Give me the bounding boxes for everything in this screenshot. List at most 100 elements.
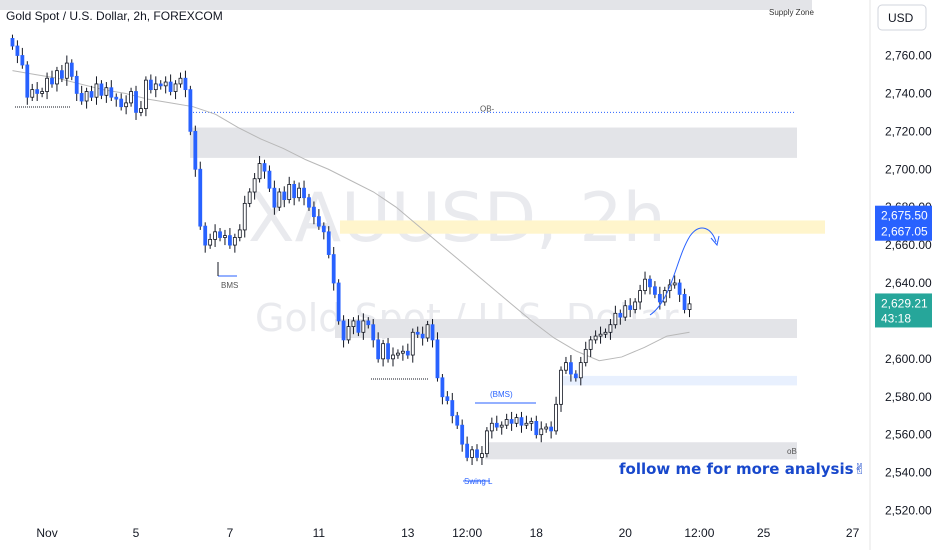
candle-body <box>247 191 252 204</box>
candle-body <box>158 83 163 87</box>
zones-layer <box>0 0 825 460</box>
candles-layer <box>10 34 692 465</box>
y-tick-label: 2,580.00 <box>885 390 932 404</box>
candle-body <box>381 343 386 360</box>
candle-body <box>262 163 267 172</box>
candle-body <box>50 77 54 85</box>
candle-body <box>193 130 198 170</box>
candle-body <box>307 197 311 208</box>
candle-body <box>272 187 277 208</box>
candle-body <box>529 420 534 424</box>
candle-body <box>282 191 287 200</box>
x-tick-label: 5 <box>133 526 140 540</box>
candle-body <box>391 354 395 360</box>
y-tick-label: 2,660.00 <box>885 238 932 252</box>
candle-body <box>559 369 563 405</box>
y-tick-label: 2,600.00 <box>885 352 932 366</box>
candle-body <box>430 324 435 341</box>
projection-arrow <box>649 227 717 316</box>
candle-body <box>237 229 242 238</box>
y-tick-label: 2,760.00 <box>885 49 932 63</box>
moving-average-line <box>12 70 690 362</box>
candle-body <box>25 64 30 98</box>
candle-body <box>638 290 642 303</box>
candle-body <box>524 422 529 426</box>
candle-body <box>554 403 558 432</box>
candle-body <box>475 449 479 458</box>
price-tag-current: 2,629.21 <box>881 296 928 310</box>
x-tick-label: 18 <box>530 526 544 540</box>
candle-body <box>415 331 420 335</box>
candle-body <box>20 55 25 66</box>
price-tag-countdown: 43:18 <box>881 311 911 325</box>
candle-body <box>257 163 262 180</box>
y-tick-label: 2,720.00 <box>885 124 932 138</box>
candle-body <box>326 231 331 255</box>
candle-body <box>321 225 326 233</box>
candle-body <box>470 449 474 458</box>
candle-body <box>618 312 623 318</box>
candle-body <box>218 231 222 238</box>
price-axis[interactable]: 2,520.00 2,540.00 2,560.00 2,580.00 2,600.00… <box>885 49 932 518</box>
candle-body <box>633 301 638 310</box>
candle-body <box>588 339 593 350</box>
candle-body <box>267 170 272 189</box>
candle-body <box>593 335 598 341</box>
candle-body <box>376 339 381 360</box>
candle-body <box>628 305 633 310</box>
candle-body <box>331 254 336 284</box>
candle-body <box>30 89 35 98</box>
candle-body <box>405 350 410 356</box>
candle-body <box>509 419 514 424</box>
candle-body <box>35 89 40 94</box>
candle-body <box>292 184 297 199</box>
y-tick-label: 2,700.00 <box>885 162 932 176</box>
candle-body <box>55 70 59 85</box>
candle-body <box>534 420 539 436</box>
candle-body <box>228 235 232 246</box>
candle-body <box>494 422 499 428</box>
x-tick-label: 7 <box>227 526 234 540</box>
candle-body <box>569 362 573 375</box>
candle-body <box>163 81 168 87</box>
candle-body <box>277 191 282 208</box>
candle-body <box>74 75 79 94</box>
candle-body <box>148 79 153 91</box>
y-tick-label: 2,640.00 <box>885 276 932 290</box>
candle-body <box>15 45 20 56</box>
x-tick-label: 25 <box>757 526 771 540</box>
candle-body <box>445 396 450 401</box>
candle-body <box>242 202 247 231</box>
candle-body <box>519 417 524 426</box>
candle-body <box>514 417 519 424</box>
time-axis[interactable]: Nov 5 7 11 13 12:00 18 20 12:00 25 27 <box>36 526 859 540</box>
candle-body <box>351 320 356 328</box>
candle-body <box>539 428 544 436</box>
candle-body <box>59 70 64 79</box>
swing-low-label: Swing L <box>464 477 493 486</box>
currency-button-box[interactable] <box>877 4 927 31</box>
candle-body <box>89 91 94 98</box>
candle-body <box>450 400 455 417</box>
candle-body <box>460 424 465 445</box>
candle-body <box>79 93 84 102</box>
candle-body <box>455 415 460 426</box>
y-tick-label: 2,560.00 <box>885 428 932 442</box>
candle-body <box>99 83 104 96</box>
zone-rect <box>560 375 797 386</box>
candle-body <box>544 426 549 430</box>
candle-body <box>104 87 109 96</box>
candle-body <box>316 216 321 227</box>
candle-body <box>484 430 489 455</box>
candle-body <box>356 320 361 333</box>
price-tag-upper: 2,675.50 <box>881 209 928 223</box>
candle-body <box>465 443 470 458</box>
candle-body <box>366 320 371 326</box>
candle-body <box>578 362 583 379</box>
candle-body <box>648 278 652 288</box>
candle-body <box>435 339 440 379</box>
candle-body <box>124 102 129 108</box>
price-tag-lower: 2,667.05 <box>881 225 928 239</box>
currency-button[interactable]: USD <box>888 11 914 25</box>
